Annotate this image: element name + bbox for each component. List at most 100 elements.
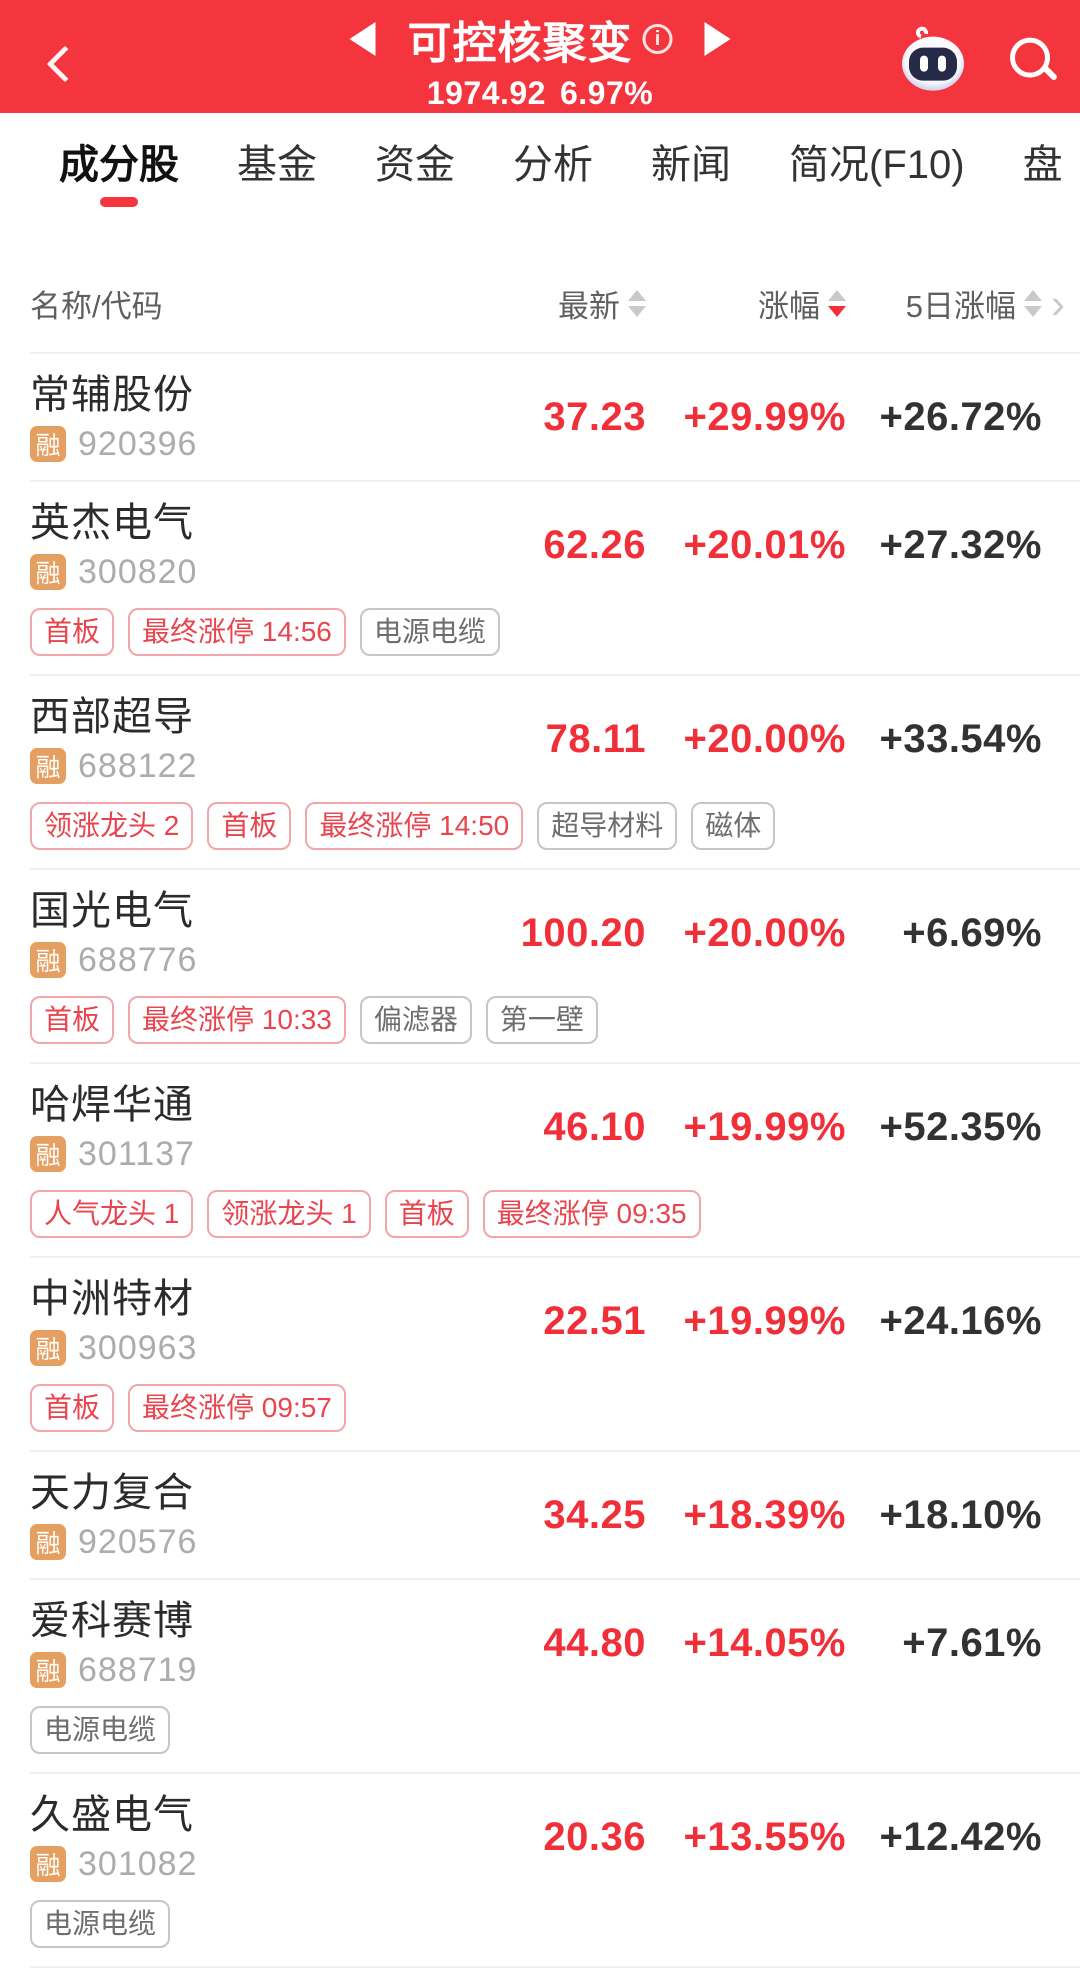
stock-name: 中洲特材 — [30, 1277, 194, 1321]
change-percent: +14.05% — [683, 1620, 846, 1665]
change-5d: +6.69% — [902, 910, 1042, 955]
col-last-price[interactable]: 最新 — [470, 281, 646, 326]
stock-tag[interactable]: 首板 — [207, 802, 292, 850]
stock-tag[interactable]: 电源电缆 — [30, 1706, 171, 1754]
active-tab-indicator — [100, 197, 138, 207]
stock-tag[interactable]: 首板 — [30, 996, 115, 1044]
header-title-block: 可控核聚变 i 1974.92 6.97% — [349, 0, 731, 113]
stock-name: 久盛电气 — [30, 1793, 194, 1837]
change-percent: +13.55% — [683, 1814, 846, 1859]
info-icon[interactable]: i — [642, 24, 673, 54]
table-row[interactable]: 英杰电气 融 300820 62.26 +20.01% +27.32% 首板 最终… — [0, 482, 1080, 676]
row-divider — [30, 480, 1080, 482]
stock-tag[interactable]: 电源电缆 — [359, 608, 500, 656]
col-change[interactable]: 涨幅 — [646, 281, 846, 326]
last-price: 20.36 — [543, 1814, 646, 1859]
back-icon — [46, 45, 84, 82]
search-icon[interactable] — [1008, 35, 1056, 83]
sort-arrows-icon — [828, 290, 846, 317]
margin-badge: 融 — [30, 1652, 66, 1688]
stock-tag[interactable]: 最终涨停 14:56 — [128, 608, 346, 656]
app-header: 可控核聚变 i 1974.92 6.97% — [0, 0, 1080, 113]
stock-tag[interactable]: 领涨龙头 2 — [30, 802, 194, 850]
sort-arrows-icon — [628, 290, 646, 317]
row-divider — [30, 674, 1080, 676]
table-row[interactable]: 国光电气 融 688776 100.20 +20.00% +6.69% 首板 最终… — [0, 870, 1080, 1064]
tag-list: 电源电缆 — [30, 1706, 1042, 1754]
stock-code: 688122 — [78, 746, 198, 785]
stock-tag[interactable]: 磁体 — [691, 802, 776, 850]
stock-tag[interactable]: 第一壁 — [485, 996, 598, 1044]
tab-components[interactable]: 成分股 — [59, 141, 179, 207]
change-5d: +12.42% — [879, 1814, 1042, 1859]
back-button[interactable] — [30, 0, 100, 113]
change-5d: +27.32% — [879, 522, 1042, 567]
stock-name: 爱科赛博 — [30, 1599, 194, 1643]
stock-tag[interactable]: 最终涨停 09:35 — [482, 1190, 701, 1238]
tag-list: 首板 最终涨停 10:33 偏滤器 第一壁 — [30, 996, 1042, 1044]
tab-order-book[interactable]: 盘 — [1022, 143, 1063, 187]
row-divider — [30, 1966, 1080, 1968]
stock-code: 301082 — [78, 1844, 198, 1883]
change-percent: +18.39% — [683, 1492, 846, 1537]
row-divider — [30, 1578, 1080, 1580]
table-row[interactable]: 天力复合 融 920576 34.25 +18.39% +18.10% — [0, 1452, 1080, 1580]
change-percent: +29.99% — [683, 394, 846, 439]
stock-tag[interactable]: 最终涨停 10:33 — [128, 996, 346, 1044]
change-5d: +52.35% — [879, 1104, 1042, 1149]
stock-tag[interactable]: 首板 — [384, 1190, 469, 1238]
ai-robot-icon[interactable] — [900, 23, 966, 92]
margin-badge: 融 — [30, 1524, 66, 1560]
tab-funds[interactable]: 基金 — [237, 143, 317, 187]
change-percent: +19.99% — [683, 1104, 846, 1149]
tab-profile-f10[interactable]: 简况(F10) — [789, 143, 965, 187]
row-divider — [30, 868, 1080, 870]
margin-badge: 融 — [30, 554, 66, 590]
change-5d: +7.61% — [902, 1620, 1042, 1665]
table-row[interactable]: 西部超导 融 688122 78.11 +20.00% +33.54% 领涨龙头… — [0, 676, 1080, 870]
table-row[interactable]: 爱科赛博 融 688719 44.80 +14.05% +7.61% 电源电缆 — [0, 1580, 1080, 1774]
col-change-5d[interactable]: 5日涨幅 — [846, 281, 1042, 326]
tag-list: 电源电缆 — [30, 1900, 1042, 1948]
row-divider — [30, 1062, 1080, 1064]
stock-tag[interactable]: 首板 — [30, 1384, 115, 1432]
change-percent: +20.00% — [683, 716, 846, 761]
margin-badge: 融 — [30, 942, 66, 978]
table-row[interactable]: 中洲特材 融 300963 22.51 +19.99% +24.16% 首板 最终… — [0, 1258, 1080, 1452]
stock-tag[interactable]: 超导材料 — [537, 802, 678, 850]
tag-list: 领涨龙头 2 首板 最终涨停 14:50 超导材料 磁体 — [30, 802, 1042, 850]
header-divider — [30, 352, 1080, 354]
stock-tag[interactable]: 电源电缆 — [30, 1900, 171, 1948]
stock-tag[interactable]: 首板 — [30, 608, 115, 656]
stock-code: 301137 — [78, 1134, 195, 1173]
table-row[interactable]: 久盛电气 融 301082 20.36 +13.55% +12.42% 电源电缆 — [0, 1774, 1080, 1968]
table-row[interactable]: 常辅股份 融 920396 37.23 +29.99% +26.72% — [0, 354, 1080, 482]
more-columns-icon[interactable]: › — [1051, 279, 1065, 327]
margin-badge: 融 — [30, 1846, 66, 1882]
tag-list: 首板 最终涨停 14:56 电源电缆 — [30, 608, 1042, 656]
index-quote: 1974.92 6.97% — [427, 75, 653, 112]
stock-tag[interactable]: 最终涨停 09:57 — [128, 1384, 346, 1432]
row-divider — [30, 1256, 1080, 1258]
table-row[interactable]: 哈焊华通 融 301137 46.10 +19.99% +52.35% 人气龙头… — [0, 1064, 1080, 1258]
tab-analysis[interactable]: 分析 — [513, 143, 593, 187]
stock-tag[interactable]: 最终涨停 14:50 — [305, 802, 524, 850]
change-5d: +24.16% — [879, 1298, 1042, 1343]
row-divider — [30, 1772, 1080, 1774]
stock-tag[interactable]: 偏滤器 — [359, 996, 472, 1044]
margin-badge: 融 — [30, 1330, 66, 1366]
stock-tag[interactable]: 领涨龙头 1 — [207, 1190, 371, 1238]
robot-eye — [920, 55, 928, 72]
next-index-button[interactable] — [704, 22, 731, 56]
col-name-code[interactable]: 名称/代码 — [30, 289, 163, 324]
tab-capital[interactable]: 资金 — [375, 143, 455, 187]
last-price: 78.11 — [545, 716, 646, 761]
table-header: 名称/代码 最新 涨幅 5日涨幅 › — [0, 221, 1080, 352]
prev-index-button[interactable] — [349, 22, 376, 56]
stock-tag[interactable]: 人气龙头 1 — [30, 1190, 194, 1238]
last-price: 22.51 — [543, 1298, 646, 1343]
tab-news[interactable]: 新闻 — [651, 143, 731, 187]
last-price: 62.26 — [543, 522, 646, 567]
stock-name: 天力复合 — [30, 1471, 194, 1515]
stock-list: 常辅股份 融 920396 37.23 +29.99% +26.72% 英杰电气… — [0, 354, 1080, 1968]
